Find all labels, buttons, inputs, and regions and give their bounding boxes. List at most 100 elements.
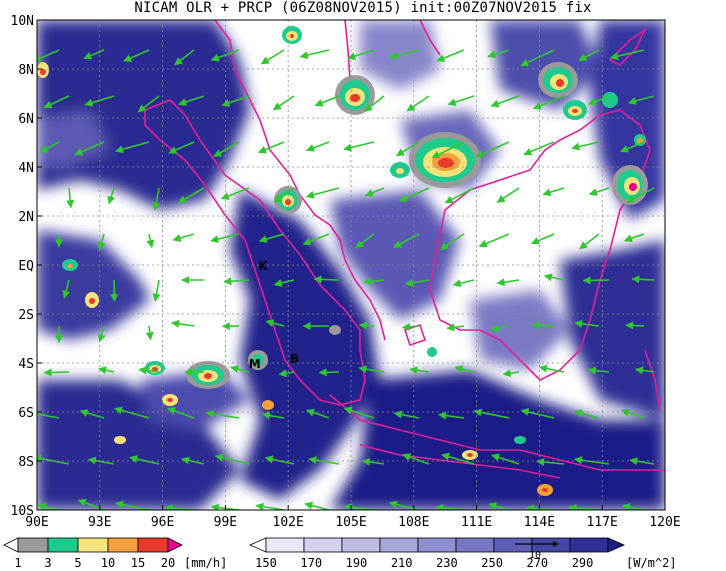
- wind-vector: [478, 233, 510, 248]
- wind-vector: [401, 322, 420, 331]
- wind-vector: [487, 49, 510, 59]
- wind-vector: [221, 95, 250, 107]
- wind-vector: [543, 273, 565, 282]
- wind-vector: [488, 502, 510, 510]
- wind-vector: [258, 141, 285, 154]
- wind-vector: [115, 500, 150, 510]
- wind-vector: [364, 187, 385, 197]
- wind-vector: [475, 141, 510, 158]
- x-tick-label: 99E: [214, 515, 237, 530]
- y-tick-label: 10N: [11, 14, 34, 29]
- wind-vector: [167, 407, 195, 419]
- wind-vector: [255, 502, 285, 510]
- precip-colorbar-swatch: [47, 537, 79, 553]
- wind-vector: [306, 408, 330, 419]
- wind-vector: [536, 458, 565, 467]
- wind-vector: [152, 187, 161, 211]
- olr-colorbar-swatch: [417, 537, 457, 553]
- olr-colorbar-unit: [W/m^2]: [626, 556, 677, 570]
- wind-vector: [628, 95, 655, 105]
- wind-vector: [363, 277, 385, 286]
- wind-vector: [123, 49, 150, 62]
- precip-colorbar-swatch: [17, 537, 49, 553]
- olr-colorbar-swatch: [379, 537, 419, 553]
- wind-vector: [114, 141, 150, 154]
- wind-vectors: [37, 49, 655, 510]
- y-tick-label: 8N: [18, 63, 34, 78]
- wind-vector: [438, 411, 465, 420]
- wind-vector: [223, 277, 250, 286]
- lat-lon-grid: [37, 20, 665, 510]
- wind-vector: [452, 279, 475, 288]
- wind-vector: [629, 457, 655, 466]
- wind-vector: [447, 95, 475, 106]
- wind-vector: [571, 141, 600, 151]
- wind-vector: [129, 455, 160, 465]
- olr-colorbar: 150 170 190 210 230 250 270 290 [W/m^2] 10: [249, 537, 677, 570]
- wind-vector: [138, 366, 160, 375]
- wind-vector: [389, 49, 420, 60]
- wind-vector: [402, 453, 430, 465]
- wind-vector: [304, 501, 330, 510]
- wind-vector: [530, 233, 555, 245]
- wind-vector: [398, 187, 430, 202]
- wind-vector: [273, 279, 295, 287]
- wind-vector: [343, 406, 375, 419]
- wind-vector: [496, 278, 520, 287]
- precip-colorbar-swatch: [107, 537, 139, 553]
- wind-vector: [520, 49, 555, 67]
- wind-vector: [621, 408, 645, 419]
- wind-vector: [37, 413, 60, 419]
- wind-vector: [178, 95, 205, 106]
- olr-colorbar-swatch: [341, 537, 381, 553]
- wind-vector: [37, 454, 70, 465]
- wind-vector: [623, 233, 645, 243]
- wind-vector: [523, 141, 555, 156]
- wind-vector: [215, 453, 250, 465]
- x-tick-label: 120E: [649, 515, 680, 530]
- olr-colorbar-label: 210: [391, 556, 413, 570]
- wind-vector: [278, 369, 295, 378]
- wind-vector: [542, 187, 565, 197]
- wind-vector: [454, 365, 475, 373]
- x-tick-label: 96E: [151, 515, 174, 530]
- wind-vector: [168, 141, 195, 154]
- wind-vector: [273, 187, 295, 203]
- olr-colorbar-swatch: [303, 537, 343, 553]
- olr-colorbar-label: 250: [481, 556, 503, 570]
- wind-vector: [631, 275, 655, 284]
- olr-colorbar-arrow-high: [607, 537, 625, 553]
- precip-colorbar-swatch: [77, 537, 109, 553]
- wind-vector: [152, 279, 161, 302]
- wind-vector: [97, 233, 106, 251]
- wind-vector: [491, 453, 520, 465]
- olr-colorbar-swatch: [569, 537, 609, 553]
- wind-vector: [444, 187, 475, 204]
- olr-colorbar-arrow-low: [249, 537, 267, 553]
- wind-vector: [210, 233, 240, 244]
- wind-vector: [441, 452, 475, 465]
- wind-vector: [306, 141, 330, 152]
- wind-vector: [539, 364, 565, 373]
- precip-colorbar-arrow-high: [167, 537, 183, 553]
- precip-colorbar-label: 10: [101, 556, 115, 570]
- wind-vector: [87, 456, 115, 465]
- y-tick-label: 6N: [18, 112, 34, 127]
- wind-vector: [83, 49, 105, 60]
- wind-vector: [409, 366, 430, 375]
- wind-vector: [588, 187, 610, 196]
- map-plot-area: K M B: [37, 20, 665, 510]
- x-tick-label: 90E: [25, 515, 48, 530]
- wind-vector: [302, 233, 330, 246]
- wind-vector: [496, 187, 520, 203]
- map-title: NICAM OLR + PRCP (06Z08NOV2015) init:00Z…: [134, 0, 592, 16]
- olr-colorbar-label: 230: [436, 556, 458, 570]
- wind-vector: [305, 187, 340, 199]
- olr-colorbar-label: 170: [300, 556, 322, 570]
- wind-vector: [343, 141, 375, 152]
- station-label: B: [290, 352, 299, 366]
- precip-colorbar-unit: [mm/h]: [184, 556, 227, 570]
- y-tick-label: 4S: [18, 357, 34, 372]
- wind-vector: [318, 368, 340, 377]
- precip-colorbar-label: 20: [161, 556, 175, 570]
